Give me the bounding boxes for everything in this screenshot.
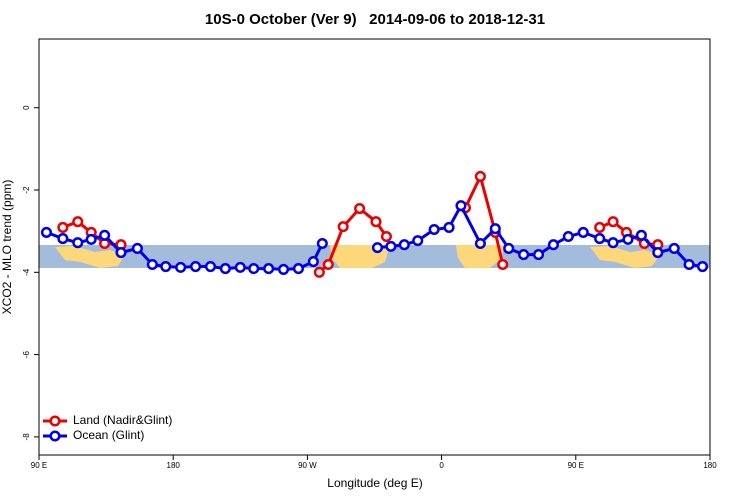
x-tick-label: 180 bbox=[167, 461, 181, 470]
point bbox=[489, 223, 501, 235]
point bbox=[562, 230, 574, 243]
point bbox=[204, 260, 217, 273]
point bbox=[234, 261, 246, 273]
point bbox=[354, 202, 366, 215]
point bbox=[385, 240, 397, 252]
point bbox=[443, 221, 455, 234]
point bbox=[594, 221, 606, 234]
y-tick-label: -6 bbox=[22, 350, 31, 358]
point bbox=[412, 235, 424, 247]
y-tick-label: -2 bbox=[22, 186, 31, 194]
point bbox=[497, 258, 509, 271]
point bbox=[635, 229, 647, 241]
point bbox=[474, 170, 486, 182]
point bbox=[532, 249, 545, 261]
point bbox=[696, 260, 709, 273]
point bbox=[40, 226, 53, 238]
point bbox=[277, 263, 290, 275]
y-tick-label: -8 bbox=[22, 433, 31, 441]
point bbox=[316, 237, 328, 250]
point bbox=[370, 216, 382, 228]
point bbox=[428, 223, 440, 236]
point bbox=[263, 263, 275, 275]
point bbox=[683, 258, 695, 271]
point bbox=[72, 216, 84, 228]
point bbox=[72, 237, 84, 249]
x-tick-label: 90 E bbox=[568, 461, 584, 470]
point bbox=[398, 239, 410, 251]
point bbox=[131, 242, 143, 254]
point bbox=[371, 242, 384, 254]
legend-label: Ocean (Glint) bbox=[73, 428, 144, 442]
point bbox=[607, 237, 619, 249]
point bbox=[115, 247, 127, 259]
point bbox=[219, 263, 231, 275]
point bbox=[668, 242, 680, 254]
point bbox=[99, 229, 111, 241]
y-tick-label: -4 bbox=[22, 268, 31, 276]
point bbox=[146, 258, 158, 271]
legend-label: Land (Nadir&Glint) bbox=[73, 413, 172, 427]
point bbox=[518, 249, 530, 261]
chart-title: 10S-0 October (Ver 9) 2014-09-06 to 2018… bbox=[205, 11, 545, 28]
point bbox=[307, 256, 319, 268]
point bbox=[547, 239, 559, 251]
point bbox=[57, 233, 69, 245]
point bbox=[85, 233, 97, 245]
point bbox=[175, 261, 187, 273]
x-tick-label: 90 W bbox=[298, 461, 317, 470]
x-tick-label: 180 bbox=[703, 461, 717, 470]
point bbox=[57, 221, 69, 234]
point bbox=[455, 200, 467, 212]
plot-frame bbox=[38, 38, 711, 456]
point bbox=[577, 226, 589, 238]
y-tick-label: 0 bbox=[22, 105, 31, 110]
point bbox=[607, 216, 619, 228]
point bbox=[313, 266, 325, 278]
x-tick-label: 0 bbox=[439, 461, 444, 470]
point bbox=[322, 258, 334, 271]
y-axis-label: XCO2 - MLO trend (ppm) bbox=[0, 180, 14, 315]
point bbox=[474, 237, 486, 250]
point bbox=[380, 230, 392, 243]
x-axis-label: Longitude (deg E) bbox=[327, 476, 422, 490]
point bbox=[652, 247, 664, 259]
legend-marker bbox=[49, 415, 61, 427]
legend-marker bbox=[49, 430, 61, 442]
x-tick-label: 90 E bbox=[31, 461, 47, 470]
point bbox=[292, 263, 305, 275]
point bbox=[337, 221, 349, 233]
point bbox=[503, 242, 515, 254]
point bbox=[594, 233, 606, 245]
point bbox=[190, 260, 202, 273]
point bbox=[160, 260, 172, 273]
point bbox=[248, 263, 260, 275]
point bbox=[622, 233, 634, 245]
